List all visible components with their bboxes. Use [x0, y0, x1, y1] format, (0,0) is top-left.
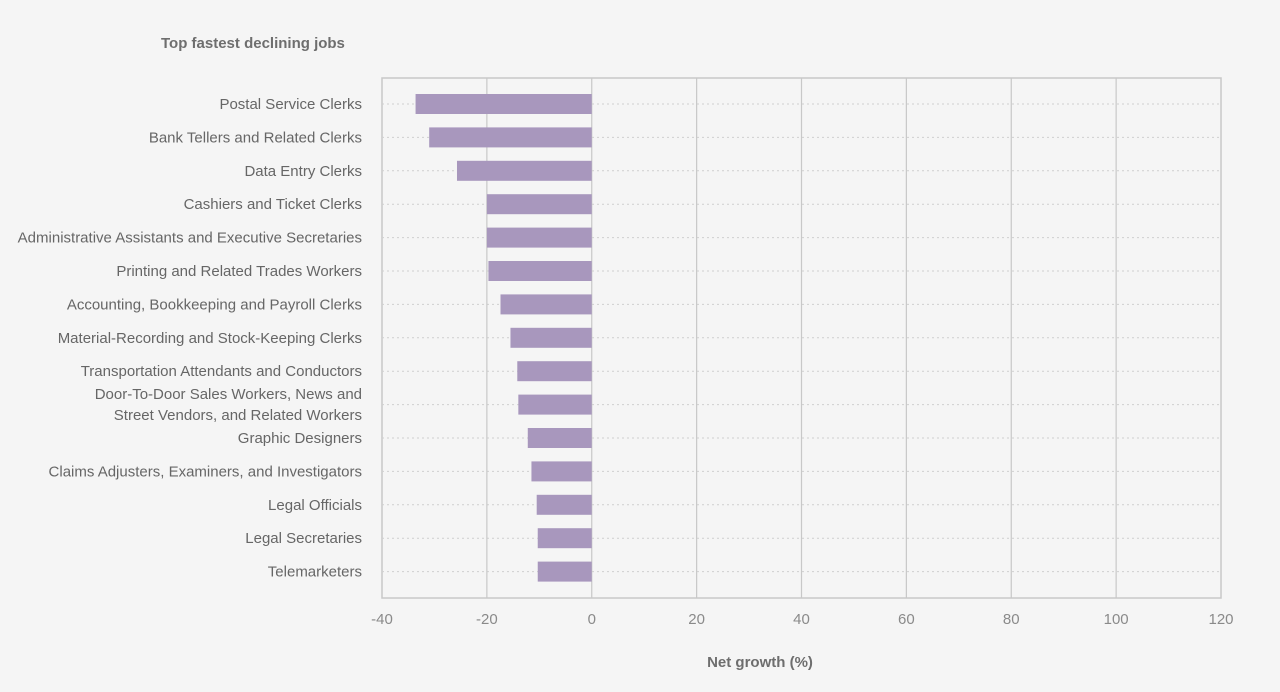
x-tick-label: 120 [1208, 611, 1233, 628]
category-label: Legal Secretaries [245, 530, 362, 547]
category-label: Cashiers and Ticket Clerks [184, 196, 362, 213]
bar [415, 94, 592, 114]
x-tick-labels: -40 -20 0 20 40 60 80 100 120 [371, 611, 1233, 628]
category-label: Claims Adjusters, Examiners, and Investi… [49, 463, 362, 480]
category-label: Graphic Designers [238, 430, 362, 447]
x-tick-label: 40 [793, 611, 810, 628]
category-label: Bank Tellers and Related Clerks [149, 129, 362, 146]
category-label: Material-Recording and Stock-Keeping Cle… [58, 330, 362, 347]
category-label: Printing and Related Trades Workers [116, 263, 362, 280]
x-tick-label: 100 [1104, 611, 1129, 628]
bar [518, 394, 592, 415]
category-label: Legal Officials [268, 497, 362, 514]
bar [500, 294, 592, 315]
bar [537, 528, 592, 549]
x-tick-label: -40 [371, 611, 393, 628]
bar [486, 194, 592, 215]
bar [429, 127, 592, 148]
bars [415, 94, 592, 582]
x-axis-title: Net growth (%) [707, 654, 813, 671]
category-label: Transportation Attendants and Conductors [81, 363, 362, 380]
category-labels: Postal Service Clerks Bank Tellers and Re… [18, 96, 362, 581]
category-label: Street Vendors, and Related Workers [114, 407, 362, 424]
bar [537, 561, 592, 582]
chart-title: Top fastest declining jobs [161, 35, 345, 52]
x-tick-label: 80 [1003, 611, 1020, 628]
bar [488, 261, 592, 281]
x-tick-label: -20 [476, 611, 498, 628]
x-tick-label: 20 [688, 611, 705, 628]
bar [456, 160, 592, 181]
category-label: Data Entry Clerks [244, 163, 362, 180]
x-tick-label: 0 [588, 611, 596, 628]
category-label: Accounting, Bookkeeping and Payroll Cler… [67, 296, 362, 313]
bar [486, 227, 592, 248]
bar [517, 361, 592, 382]
category-label: Postal Service Clerks [219, 96, 362, 113]
x-tick-label: 60 [898, 611, 915, 628]
category-label: Telemarketers [268, 564, 362, 581]
bar [527, 428, 592, 448]
category-label: Door-To-Door Sales Workers, News and [95, 386, 362, 403]
bar [510, 327, 592, 348]
bar [536, 494, 592, 515]
category-label: Administrative Assistants and Executive … [18, 230, 362, 247]
bar [531, 461, 592, 482]
